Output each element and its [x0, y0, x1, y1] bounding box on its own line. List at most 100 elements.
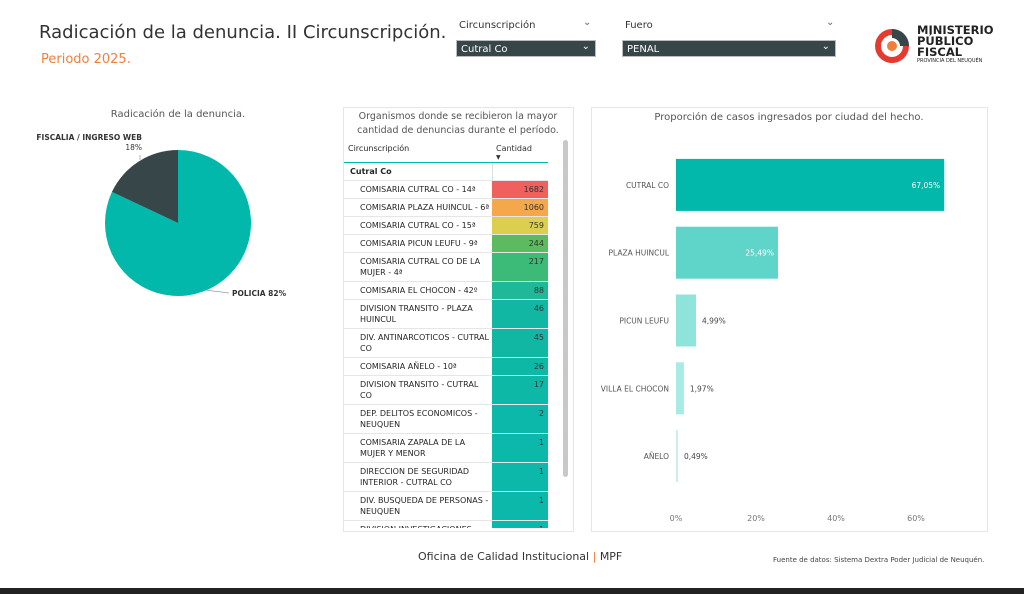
chart-title: Radicación de la denuncia. [111, 108, 245, 120]
bar [676, 226, 778, 279]
row-value: 1 [492, 462, 548, 492]
value-label: 4,99% [702, 317, 726, 326]
table-row: COMISARIA PLAZA HUINCUL - 6ª 1060 [344, 198, 548, 217]
category-label: FISCALIA / INGRESO WEB [36, 133, 142, 142]
row-name: COMISARIA PICUN LEUFU - 9ª [344, 234, 492, 253]
value-label: 25,49% [745, 249, 774, 258]
footer-text: Oficina de Calidad Institucional [418, 550, 590, 563]
footer-org: MPF [599, 550, 623, 563]
row-name: COMISARIA PLAZA HUINCUL - 6ª [344, 198, 492, 217]
y-tick-label: PLAZA HUINCUL [608, 249, 669, 258]
row-name: COMISARIA EL CHOCON - 42º [344, 281, 492, 300]
category-label: POLICIA [232, 289, 266, 298]
table-row: COMISARIA CUTRAL CO - 14ª 1682 [344, 180, 548, 199]
row-value: 1 [492, 433, 548, 463]
value-label: 67,05% [912, 181, 941, 190]
row-name: COMISARIA ZAPALA DE LA MUJER Y MENOR [344, 433, 492, 463]
value-label: 1,97% [690, 384, 714, 393]
row-name: DIV. ANTINARCOTICOS - CUTRAL CO [344, 328, 492, 358]
row-name: DIVISION INVESTIGACIONES - VISTA ALEGRE [344, 520, 492, 528]
row-value: 244 [492, 234, 548, 253]
logo-tagline: PROVINCIA DEL NEUQUÉN [917, 58, 983, 64]
row-name: COMISARIA CUTRAL CO - 14ª [344, 180, 492, 199]
scrollbar[interactable] [563, 140, 568, 477]
page-title: Radicación de la denuncia. II Circunscri… [39, 22, 447, 43]
table-row: DEP. DELITOS ECONOMICOS - NEUQUEN 2 [344, 404, 548, 434]
table-row: DIRECCION DE SEGURIDAD INTERIOR - CUTRAL… [344, 462, 548, 492]
row-value: 88 [492, 281, 548, 300]
table: Circunscripción Cantidad ▼ Cutral Co COMIS… [344, 140, 549, 528]
slicer-chevron[interactable]: ⌄ [826, 17, 835, 28]
y-tick-label: AÑELO [644, 452, 669, 461]
table-row: COMISARIA ZAPALA DE LA MUJER Y MENOR 1 [344, 433, 548, 463]
bottom-bar [0, 588, 1024, 594]
row-value: 2 [492, 404, 548, 434]
table-row: DIV. BUSQUEDA DE PERSONAS - NEUQUEN 1 [344, 491, 548, 521]
footer-separator: | [592, 550, 597, 563]
row-name: DIV. BUSQUEDA DE PERSONAS - NEUQUEN [344, 491, 492, 521]
slicer-chevron[interactable]: ⌄ [583, 17, 592, 28]
table-row: COMISARIA CUTRAL CO DE LA MUJER - 4ª 217 [344, 252, 548, 282]
value-label: 18% [125, 143, 142, 152]
chart-title: Proporción de casos ingresados por ciuda… [654, 111, 923, 123]
row-value: 26 [492, 357, 548, 376]
table-row: DIV. ANTINARCOTICOS - CUTRAL CO 45 [344, 328, 548, 358]
row-value: 1682 [492, 180, 548, 199]
slicer-value: Cutral Co [461, 44, 508, 55]
x-tick-label: 20% [747, 514, 765, 523]
pie-label: POLICIA 82% [232, 289, 287, 298]
row-value: 759 [492, 216, 548, 235]
row-value: 217 [492, 252, 548, 282]
row-value: 1060 [492, 198, 548, 217]
bar [676, 362, 684, 415]
x-tick-label: 0% [670, 514, 683, 523]
table-panel [343, 107, 574, 532]
table-title: Organismos donde se recibieron la mayor … [357, 111, 559, 136]
logo-text: MINISTERIO PÚBLICO FISCAL PROVINCIA DEL … [917, 24, 994, 65]
y-tick-label: VILLA EL CHOCON [601, 384, 669, 393]
column-header[interactable]: Circunscripción [344, 140, 492, 163]
slicer-value: PENAL [627, 44, 660, 55]
column-header[interactable]: Cantidad ▼ [492, 140, 548, 163]
footer-office: Oficina de Calidad Institucional | MPF [418, 550, 622, 563]
table-grid: Circunscripción Cantidad ▼ Cutral Co COMIS… [344, 140, 548, 528]
pie-slice [104, 150, 251, 296]
bar [676, 158, 945, 211]
group-row: Cutral Co [344, 162, 492, 181]
leader-line [204, 289, 230, 294]
table-row: DIVISION INVESTIGACIONES - VISTA ALEGRE1 [344, 520, 548, 528]
row-name: DEP. DELITOS ECONOMICOS - NEUQUEN [344, 404, 492, 434]
row-name: COMISARIA AÑELO - 10ª [344, 357, 492, 376]
value-label: 0,49% [684, 452, 708, 461]
value-label: 82% [268, 289, 286, 298]
row-value: 17 [492, 375, 548, 405]
row-name: DIRECCION DE SEGURIDAD INTERIOR - CUTRAL… [344, 462, 492, 492]
table-row: COMISARIA EL CHOCON - 42º 88 [344, 281, 548, 300]
x-tick-label: 40% [827, 514, 845, 523]
x-tick-label: 60% [907, 514, 925, 523]
row-name: DIVISION TRANSITO - PLAZA HUINCUL [344, 299, 492, 329]
logo-line: PÚBLICO [917, 34, 974, 48]
slicer-label: Circunscripción [459, 20, 536, 31]
column-header-text: Cantidad [496, 144, 532, 153]
table-row: DIVISION TRANSITO - CUTRAL CO 17 [344, 375, 548, 405]
pie-slice [111, 150, 178, 223]
logo-icon [875, 29, 909, 63]
row-name: COMISARIA CUTRAL CO - 15ª [344, 216, 492, 235]
logo-line: FISCAL [917, 45, 963, 59]
table-row: COMISARIA CUTRAL CO - 15ª 759 [344, 216, 548, 235]
table-row: DIVISION TRANSITO - PLAZA HUINCUL 46 [344, 299, 548, 329]
row-name: COMISARIA CUTRAL CO DE LA MUJER - 4ª [344, 252, 492, 282]
slicer-dropdown[interactable]: PENAL ⌄ [622, 40, 836, 57]
table-row: COMISARIA PICUN LEUFU - 9ª 244 [344, 234, 548, 253]
slicer-dropdown[interactable]: Cutral Co ⌄ [456, 40, 596, 57]
row-name: DIVISION TRANSITO - CUTRAL CO [344, 375, 492, 405]
page-subtitle: Periodo 2025. [41, 52, 131, 67]
bar-panel [591, 107, 988, 532]
y-tick-label: CUTRAL CO [626, 181, 669, 190]
table-row: COMISARIA AÑELO - 10ª 26 [344, 357, 548, 376]
row-value: 45 [492, 328, 548, 358]
slicer-label: Fuero [625, 20, 653, 31]
